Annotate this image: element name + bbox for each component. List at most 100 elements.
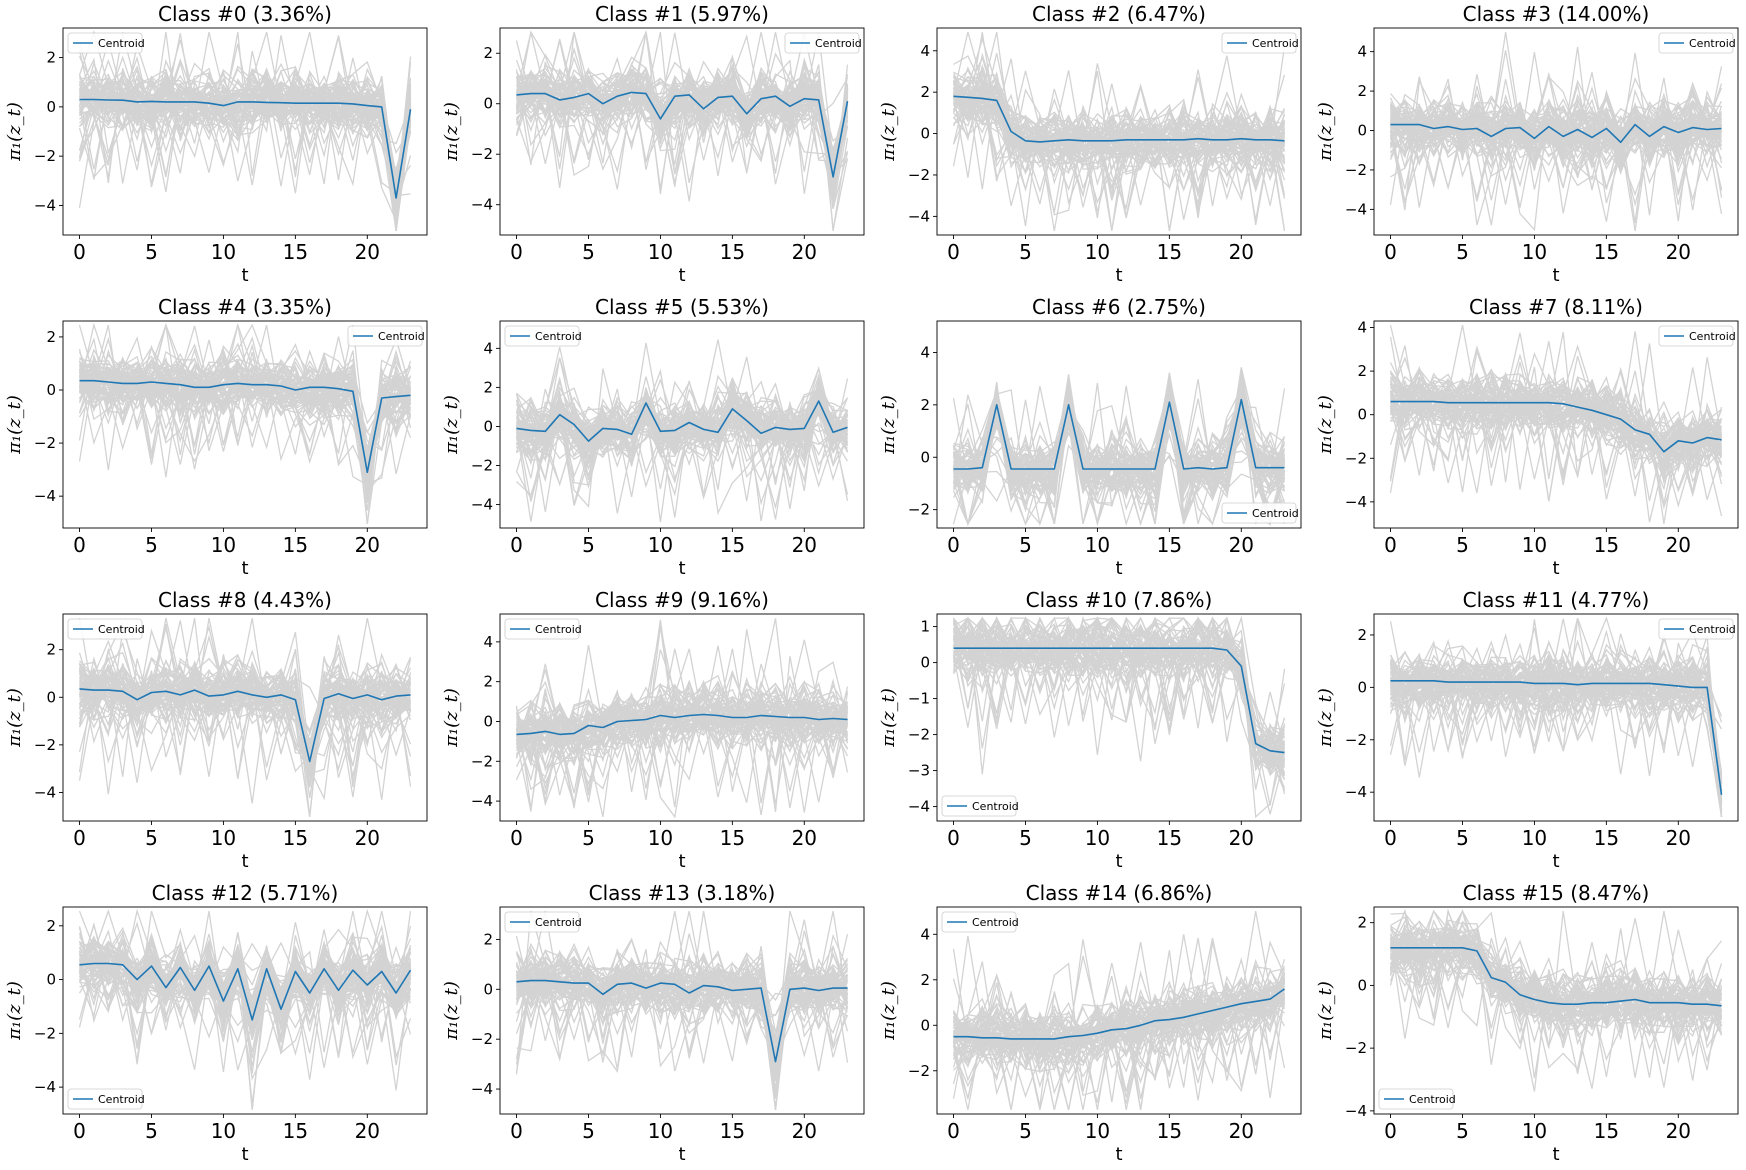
x-axis-label: t: [1115, 265, 1122, 286]
member-trace: [515, 696, 849, 779]
x-tick-label: 20: [1229, 826, 1254, 850]
y-tick-label: −2: [1345, 731, 1367, 749]
member-trace: [78, 943, 411, 1067]
x-axis-label: t: [678, 558, 685, 579]
member-trace: [516, 959, 849, 1060]
subplot-title: Class #13 (3.18%): [589, 881, 776, 905]
y-tick-label: −4: [1345, 1102, 1367, 1120]
member-traces: [1389, 324, 1723, 525]
subplot-title: Class #1 (5.97%): [595, 2, 769, 26]
legend-label: Centroid: [1689, 330, 1736, 343]
subplot-title: Class #8 (4.43%): [158, 588, 332, 612]
member-traces: [1389, 31, 1723, 232]
member-trace: [78, 323, 412, 484]
member-trace: [516, 951, 848, 1038]
x-tick-label: 10: [1085, 533, 1110, 557]
legend: Centroid: [67, 32, 145, 54]
x-tick-label: 0: [1384, 533, 1397, 557]
member-trace: [516, 403, 848, 460]
x-tick-label: 10: [1085, 240, 1110, 264]
x-tick-label: 10: [648, 533, 673, 557]
x-tick-label: 10: [648, 240, 673, 264]
legend-label: Centroid: [1252, 37, 1299, 50]
member-trace: [1390, 927, 1722, 1038]
member-trace: [78, 33, 412, 198]
legend-box: [1658, 32, 1734, 54]
y-axis-label: π₁(z_t): [441, 395, 462, 455]
y-axis-label: π₁(z_t): [441, 688, 462, 748]
y-tick-label: −4: [34, 487, 56, 505]
member-trace: [1390, 654, 1723, 817]
legend-box: [784, 32, 860, 54]
axes-frame: [1373, 27, 1739, 236]
x-tick-label: 5: [1019, 1119, 1032, 1143]
member-trace: [515, 688, 849, 768]
legend-label: Centroid: [815, 37, 862, 50]
axes-frame: [62, 320, 428, 529]
member-trace: [1390, 103, 1723, 169]
legend: Centroid: [504, 618, 582, 640]
y-tick-label: −2: [1345, 449, 1367, 467]
member-trace: [953, 981, 1286, 1065]
plot-content: [952, 367, 1286, 527]
y-tick-label: −2: [471, 145, 493, 163]
y-tick-label: −2: [908, 726, 930, 744]
member-trace: [1389, 939, 1723, 1024]
member-trace: [516, 74, 849, 178]
member-trace: [79, 68, 412, 193]
legend-box: [1378, 1088, 1454, 1110]
x-tick-label: 0: [73, 1119, 86, 1143]
plot-area: [63, 321, 427, 528]
member-trace: [516, 378, 848, 469]
centroid-line: [953, 95, 1285, 143]
centroid-line: [516, 713, 848, 736]
x-axis-label: t: [1552, 1144, 1559, 1165]
legend-label: Centroid: [98, 1093, 145, 1106]
y-tick-label: 4: [920, 925, 930, 943]
centroid-line: [516, 979, 848, 1063]
member-trace: [1390, 105, 1722, 181]
y-tick-label: −4: [471, 1080, 493, 1098]
y-tick-label: 4: [483, 633, 493, 651]
subplot-title: Class #6 (2.75%): [1032, 295, 1206, 319]
member-trace: [952, 31, 1286, 219]
member-trace: [78, 39, 412, 199]
x-axis-label: t: [241, 851, 248, 872]
member-trace: [953, 630, 1286, 762]
axes-frame: [62, 613, 428, 822]
y-axis-label: π₁(z_t): [4, 981, 25, 1041]
y-tick-label: −4: [908, 798, 930, 816]
legend-label: Centroid: [98, 623, 145, 636]
member-traces: [515, 339, 849, 523]
subplot-class-8: 0 5 10 15 20 −4 −2 0 2 Class #8 (4.43%) t π₁(z_t) Ce…: [4, 588, 428, 872]
axes-frame: [936, 906, 1302, 1115]
member-trace: [78, 74, 412, 220]
plot-content: [78, 617, 412, 817]
x-tick-label: 0: [1384, 1119, 1397, 1143]
subplot-class-10: 0 5 10 15 20 −4 −3 −2 −1 0 1 Class #10 (7.86%) t π₁(z…: [878, 588, 1302, 872]
x-tick-label: 10: [1522, 533, 1547, 557]
x-tick-label: 10: [1522, 240, 1547, 264]
x-axis-label: t: [1552, 558, 1559, 579]
legend-label: Centroid: [1689, 37, 1736, 50]
subplot-title: Class #14 (6.86%): [1026, 881, 1213, 905]
x-tick-label: 5: [1456, 240, 1469, 264]
x-tick-label: 20: [355, 240, 380, 264]
plot-content: [78, 322, 412, 524]
x-tick-label: 5: [145, 533, 158, 557]
subplot-title: Class #2 (6.47%): [1032, 2, 1206, 26]
centroid-line: [1390, 400, 1722, 453]
x-tick-label: 0: [947, 826, 960, 850]
member-trace: [516, 66, 849, 186]
x-tick-label: 20: [355, 533, 380, 557]
y-tick-label: 0: [1357, 678, 1367, 696]
member-trace: [78, 658, 412, 798]
x-tick-label: 15: [1594, 826, 1619, 850]
member-trace: [1389, 627, 1723, 786]
axes-frame: [936, 27, 1302, 236]
y-tick-label: 4: [920, 42, 930, 60]
member-traces: [1389, 908, 1723, 1092]
axes-frame: [1373, 906, 1739, 1115]
legend-label: Centroid: [1409, 1093, 1456, 1106]
member-trace: [952, 967, 1285, 1068]
